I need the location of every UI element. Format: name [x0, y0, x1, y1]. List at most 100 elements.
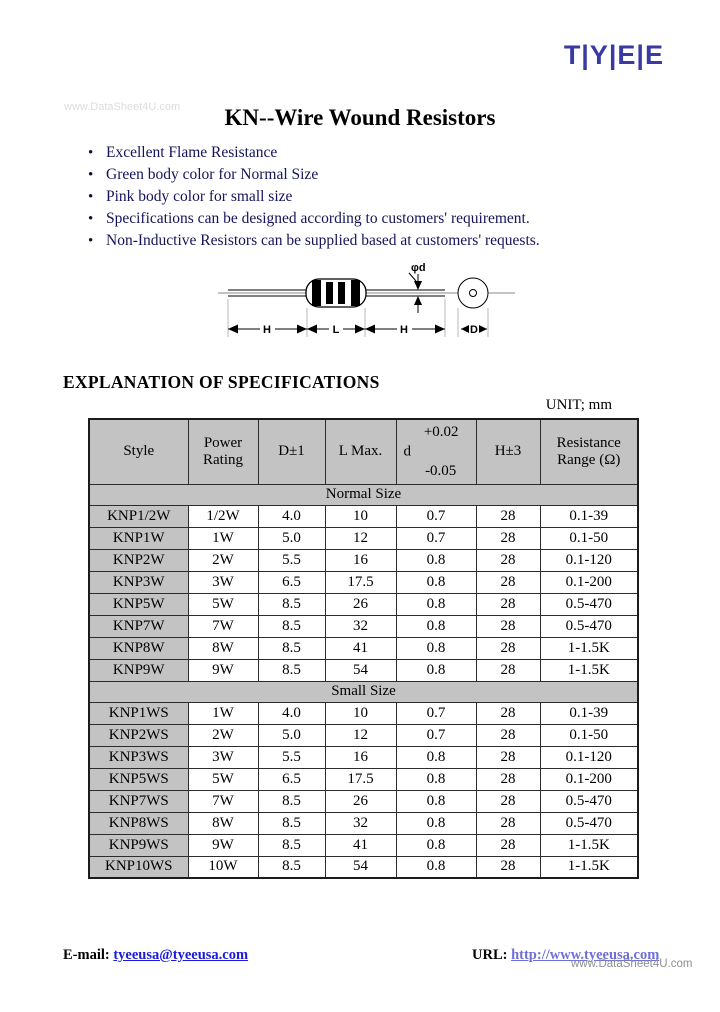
value-cell: 12	[324, 526, 397, 550]
lead-wires	[228, 289, 445, 297]
value-cell: 8.5	[257, 811, 326, 835]
spec-row: KNP2WS 2W 5.0 12 0.7 28 0.1-50	[88, 723, 639, 747]
style-cell: KNP8W	[88, 636, 189, 660]
value-cell: 4.0	[257, 504, 326, 528]
value-cell: 6.5	[257, 767, 326, 791]
section-heading: EXPLANATION OF SPECIFICATIONS	[63, 371, 380, 392]
value-cell: 28	[475, 855, 541, 879]
spec-row: KNP3WS 3W 5.5 16 0.8 28 0.1-120	[88, 745, 639, 769]
col-lead-tol-minus: -0.05	[425, 462, 457, 479]
section-row: Small Size	[88, 680, 639, 703]
value-cell: 28	[475, 504, 541, 528]
footer-url: URL: http://www.tyeeusa.com	[472, 947, 659, 964]
spec-row: KNP1WS 1W 4.0 10 0.7 28 0.1-39	[88, 701, 639, 725]
value-cell: 28	[475, 592, 541, 616]
value-cell: 8.5	[257, 833, 326, 857]
value-cell: 12	[324, 723, 397, 747]
value-cell: 5.0	[257, 526, 326, 550]
spec-table-head: Style Power Rating D±1 L Max. d +0.02 -0…	[88, 418, 639, 485]
value-cell: 26	[324, 789, 397, 813]
value-cell: 8.5	[257, 855, 326, 879]
style-cell: KNP5W	[88, 592, 189, 616]
spec-table: Style Power Rating D±1 L Max. d +0.02 -0…	[88, 418, 639, 879]
value-cell: 26	[324, 592, 397, 616]
value-cell: 5.5	[257, 745, 326, 769]
value-cell: 17.5	[324, 767, 397, 791]
value-cell: 0.1-120	[539, 745, 639, 769]
dim-l: L	[307, 322, 365, 336]
value-cell: 0.5-470	[539, 789, 639, 813]
spec-row: KNP7WS 7W 8.5 26 0.8 28 0.5-470	[88, 789, 639, 813]
value-cell: 4.0	[257, 701, 326, 725]
value-cell: 0.1-50	[539, 526, 639, 550]
col-d-body: D±1	[257, 418, 326, 485]
lead-dia-label: φd	[411, 262, 426, 274]
bullet-item: Non-Inductive Resistors can be supplied …	[88, 230, 540, 252]
value-cell: 0.8	[395, 636, 477, 660]
bullet-item: Excellent Flame Resistance	[88, 142, 540, 164]
email-label: E-mail:	[63, 947, 110, 963]
dim-d-label: D	[470, 324, 478, 336]
col-style: Style	[88, 418, 189, 485]
dim-h-left: H	[228, 322, 307, 336]
value-cell: 0.8	[395, 811, 477, 835]
value-cell: 10	[324, 504, 397, 528]
value-cell: 0.1-120	[539, 548, 639, 572]
value-cell: 0.1-200	[539, 570, 639, 594]
value-cell: 8W	[187, 636, 259, 660]
bullet-list: Excellent Flame ResistanceGreen body col…	[88, 142, 540, 252]
spec-row: KNP3W 3W 6.5 17.5 0.8 28 0.1-200	[88, 570, 639, 594]
value-cell: 54	[324, 658, 397, 682]
value-cell: 0.1-200	[539, 767, 639, 791]
value-cell: 0.8	[395, 570, 477, 594]
value-cell: 5W	[187, 592, 259, 616]
col-h: H±3	[475, 418, 541, 485]
value-cell: 0.8	[395, 833, 477, 857]
value-cell: 28	[475, 789, 541, 813]
value-cell: 28	[475, 811, 541, 835]
email-link[interactable]: tyeeusa@tyeeusa.com	[113, 947, 249, 963]
value-cell: 28	[475, 701, 541, 725]
spec-row: KNP8WS 8W 8.5 32 0.8 28 0.5-470	[88, 811, 639, 835]
value-cell: 54	[324, 855, 397, 879]
url-link[interactable]: http://www.tyeeusa.com	[511, 947, 660, 963]
watermark-bottom: www.DataSheet4U.com	[571, 958, 693, 970]
value-cell: 3W	[187, 745, 259, 769]
value-cell: 0.8	[395, 548, 477, 572]
value-cell: 1W	[187, 526, 259, 550]
value-cell: 8.5	[257, 658, 326, 682]
col-lead-tol-plus: +0.02	[423, 424, 459, 440]
value-cell: 28	[475, 658, 541, 682]
bullet-item: Green body color for Normal Size	[88, 164, 540, 186]
value-cell: 0.1-50	[539, 723, 639, 747]
spec-row: KNP5W 5W 8.5 26 0.8 28 0.5-470	[88, 592, 639, 616]
value-cell: 10W	[187, 855, 259, 879]
style-cell: KNP10WS	[88, 855, 189, 879]
spec-row: KNP8W 8W 8.5 41 0.8 28 1-1.5K	[88, 636, 639, 660]
resistor-diagram: φd H L H	[218, 262, 515, 337]
watermark-top: www.DataSheet4U.com	[64, 101, 181, 113]
style-cell: KNP5WS	[88, 767, 189, 791]
section-row: Normal Size	[88, 483, 639, 506]
value-cell: 0.7	[395, 504, 477, 528]
value-cell: 0.8	[395, 592, 477, 616]
value-cell: 17.5	[324, 570, 397, 594]
end-view	[457, 277, 489, 309]
value-cell: 0.1-39	[539, 701, 639, 725]
dim-h-right: H	[365, 322, 445, 336]
value-cell: 28	[475, 723, 541, 747]
lead-diameter-callout: φd	[408, 262, 426, 313]
style-cell: KNP3W	[88, 570, 189, 594]
value-cell: 5W	[187, 767, 259, 791]
guide-lines	[227, 299, 489, 337]
value-cell: 1-1.5K	[539, 855, 639, 879]
value-cell: 0.8	[395, 789, 477, 813]
value-cell: 2W	[187, 723, 259, 747]
value-cell: 10	[324, 701, 397, 725]
dim-h-right-label: H	[400, 324, 408, 336]
col-l-max: L Max.	[324, 418, 397, 485]
col-lead-diameter: d +0.02 -0.05	[395, 418, 477, 485]
style-cell: KNP7W	[88, 614, 189, 638]
spec-table-body: Normal Size KNP1/2W 1/2W 4.0 10 0.7 28 0.1-39 KN…	[88, 483, 639, 879]
